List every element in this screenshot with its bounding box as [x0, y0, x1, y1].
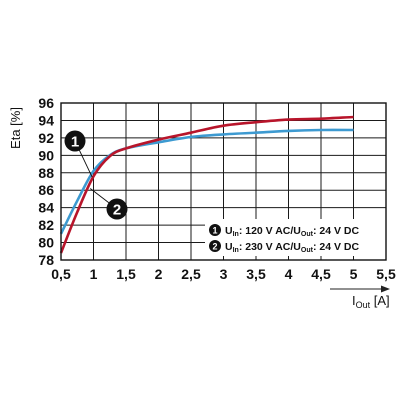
- series-group: [59, 115, 354, 254]
- x-axis-label-sub: Out: [356, 300, 371, 310]
- y-tick-label: 88: [38, 165, 54, 181]
- legend-item-1-label: UIn: 120 V AC/UOut: 24 V DC: [225, 225, 359, 238]
- x-tick-label: 1,5: [116, 266, 136, 282]
- callout-marker-1: [64, 130, 86, 152]
- x-axis-label: IOut [A]: [352, 293, 390, 310]
- callout-marker-2-number: 2: [113, 202, 121, 219]
- x-tick-labels: 0,5 1 1,5 2 2,5 3 3,5 4 4,5 5 5,5: [51, 266, 396, 282]
- legend-marker-2-number: 2: [212, 242, 217, 252]
- y-tick-label: 82: [38, 217, 54, 233]
- callout-marker-2: [106, 198, 128, 220]
- x-axis-arrow-head: [381, 285, 390, 293]
- legend-box: [205, 219, 386, 256]
- legend-item-2-label: UIn: 230 V AC/UOut: 24 V DC: [225, 241, 359, 254]
- series-line-2: [59, 128, 354, 235]
- y-axis-label: Eta [%]: [8, 107, 23, 149]
- y-tick-label: 92: [38, 130, 54, 146]
- x-tick-label: 5,5: [376, 266, 396, 282]
- legend-marker-1-number: 1: [212, 226, 217, 236]
- y-tick-label: 80: [38, 235, 54, 251]
- x-tick-label: 4,5: [311, 266, 331, 282]
- x-tick-label: 1: [90, 266, 98, 282]
- y-tick-label: 96: [38, 95, 54, 111]
- x-tick-label: 3: [220, 266, 228, 282]
- x-axis-label-unit: [A]: [370, 293, 390, 308]
- curve-annotations: 12: [64, 130, 128, 220]
- x-tick-label: 3,5: [246, 266, 266, 282]
- plot-frame: [60, 102, 387, 261]
- legend-marker-1: [209, 224, 221, 236]
- callout-marker-1-number: 1: [71, 134, 79, 151]
- x-tick-label: 4: [285, 266, 293, 282]
- x-tick-label: 2,5: [181, 266, 201, 282]
- legend-item-2: 2 UIn: 230 V AC/UOut: 24 V DC: [209, 240, 359, 254]
- x-axis-label-main: I: [352, 293, 356, 308]
- y-tick-label: 94: [38, 112, 54, 128]
- y-tick-label: 86: [38, 182, 54, 198]
- x-tick-label: 2: [155, 266, 163, 282]
- x-tick-label: 0,5: [51, 266, 71, 282]
- x-tick-label: 5: [350, 266, 358, 282]
- y-tick-label: 84: [38, 200, 54, 216]
- series-line-1: [59, 115, 354, 254]
- y-tick-label: 90: [38, 147, 54, 163]
- legend-item-1: 1 UIn: 120 V AC/UOut: 24 V DC: [209, 224, 359, 238]
- legend-marker-2: [209, 240, 221, 252]
- y-tick-label: 78: [38, 252, 54, 268]
